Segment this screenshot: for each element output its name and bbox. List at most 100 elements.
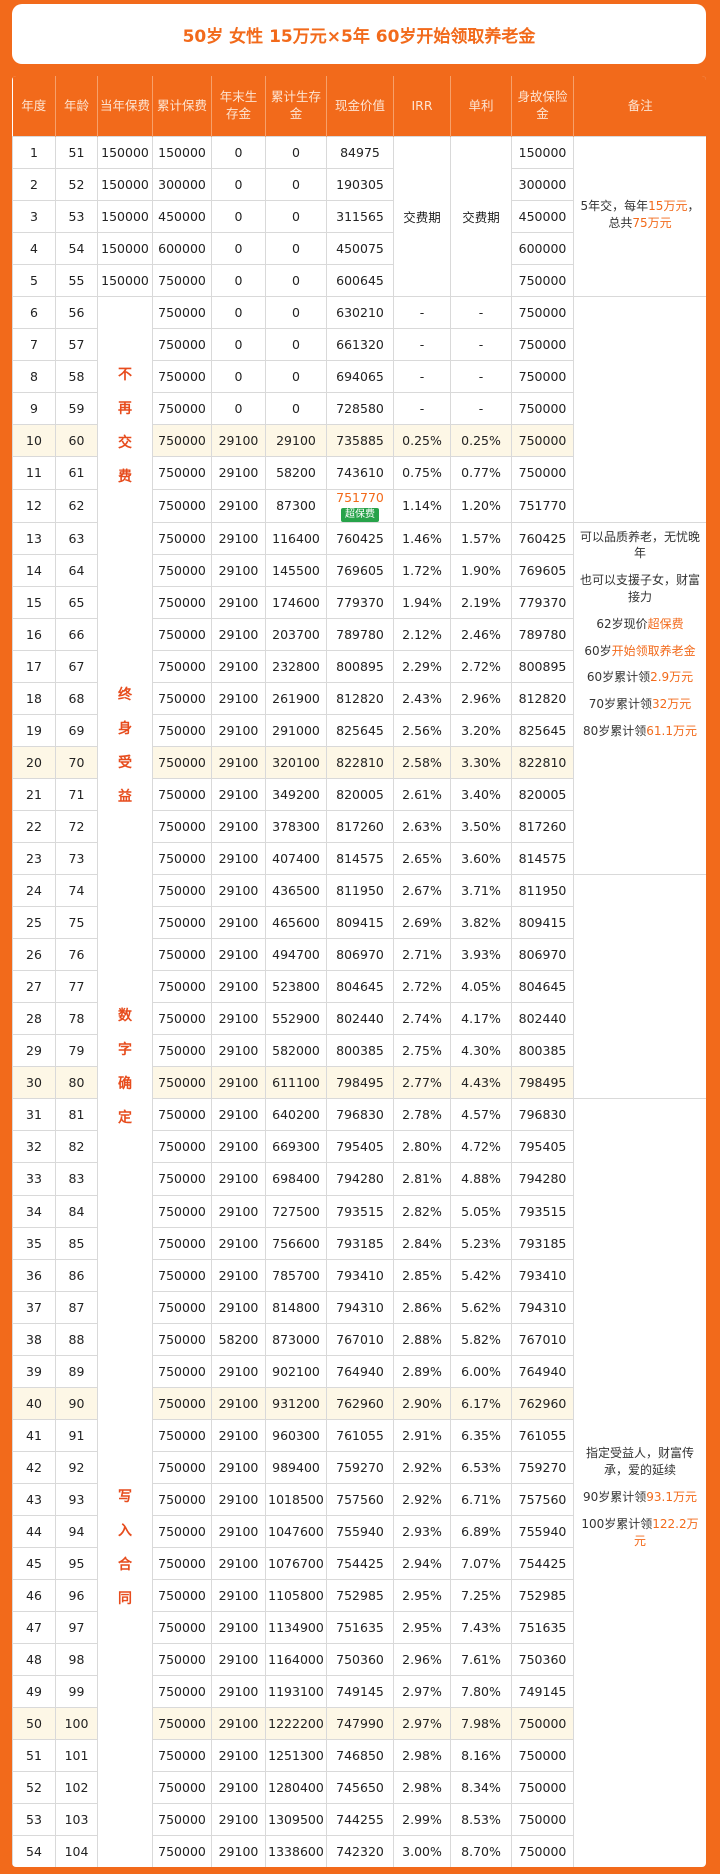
cell-cumulative-benefit: 814800: [265, 1290, 327, 1324]
cell-year: 5: [12, 264, 56, 298]
cell-death-benefit: 750000: [511, 456, 574, 490]
note-highlight: 2.9万元: [650, 670, 694, 685]
cell-cumulative-benefit: 1222200: [265, 1707, 327, 1741]
cell-simple-rate: 4.88%: [450, 1162, 512, 1196]
cell-age: 92: [55, 1450, 98, 1484]
cell-cash-value: 661320: [326, 328, 394, 362]
cell-year-end-benefit: 29100: [211, 1771, 266, 1805]
cell-simple-rate: 3.71%: [450, 874, 512, 908]
cell-year: 42: [12, 1450, 56, 1484]
note-text: 也可以支援子女，财富接力: [580, 573, 701, 604]
header-death-benefit: 身故保险金: [511, 76, 574, 137]
cell-age: 66: [55, 617, 98, 651]
cell-cash-value: 450075: [326, 232, 394, 266]
cell-cumulative-benefit: 0: [265, 296, 327, 330]
cell-death-benefit: 759270: [511, 1450, 574, 1484]
cell-age: 104: [55, 1835, 98, 1867]
header-simple-rate: 单利: [450, 76, 512, 137]
cell-year-end-benefit: 29100: [211, 1258, 266, 1292]
table-row: 43 93 750000 29100 1018500 757560 2.92% 6.71% 75…: [12, 1482, 707, 1516]
cell-year: 39: [12, 1354, 56, 1388]
cell-year: 27: [12, 970, 56, 1004]
table-row: 9 59 750000 0 0 728580- -750000: [12, 392, 707, 426]
table-row: 47 97 750000 29100 1134900 751635 2.95% 7.43% 75…: [12, 1611, 707, 1645]
cell-cash-value: 761055: [326, 1418, 394, 1452]
cell-year-end-benefit: 29100: [211, 906, 266, 940]
cell-year: 11: [12, 456, 56, 490]
cell-year: 45: [12, 1547, 56, 1581]
cell-cash-value: 742320: [326, 1835, 394, 1867]
cell-cumulative-benefit: 0: [265, 392, 327, 426]
cell-year: 8: [12, 360, 56, 394]
side-label-text: 写入合同: [118, 1488, 132, 1607]
cell-total-premium: 750000: [152, 296, 212, 330]
benefit-table-container: 年度 年龄 当年保费 累计保费 年末生存金 累计生存金 现金价值 IRR 单利 …: [12, 76, 706, 1867]
cell-death-benefit: 793410: [511, 1258, 574, 1292]
cell-year-end-benefit: 29100: [211, 1803, 266, 1837]
cell-cash-value: 735885: [326, 424, 394, 458]
cell-cash-value: 762960: [326, 1386, 394, 1420]
cell-age: 89: [55, 1354, 98, 1388]
cell-year-end-benefit: 0: [211, 328, 266, 362]
cell-age: 81: [55, 1098, 98, 1132]
cell-simple-rate: 8.16%: [450, 1739, 512, 1773]
cell-cash-value: 798495: [326, 1066, 394, 1100]
cell-age: 70: [55, 745, 98, 779]
cell-year-end-benefit: 29100: [211, 1450, 266, 1484]
cell-irr: 2.56%: [393, 713, 451, 747]
cell-irr: 2.95%: [393, 1611, 451, 1645]
cell-total-premium: 750000: [152, 1130, 212, 1164]
cell-irr: 1.72%: [393, 553, 451, 587]
cell-irr: 2.97%: [393, 1707, 451, 1741]
cell-year-end-benefit: 29100: [211, 488, 266, 523]
cell-cash-value: 804645: [326, 970, 394, 1004]
notes-payment: 5年交，每年15万元，总共75万元: [573, 135, 706, 298]
note-highlight: 开始领取养老金: [611, 643, 696, 658]
cell-year: 54: [12, 1835, 56, 1867]
cell-year: 40: [12, 1386, 56, 1420]
cell-cash-value: 794280: [326, 1162, 394, 1196]
cell-year-end-benefit: 29100: [211, 1290, 266, 1324]
cell-annual-premium: 150000: [97, 168, 153, 202]
cell-death-benefit: 751770: [511, 488, 574, 523]
cell-year-end-benefit: 29100: [211, 681, 266, 715]
note-text: 80岁累计领: [582, 723, 647, 738]
table-row: 36 86 750000 29100 785700 793410 2.85% 5.42% 793…: [12, 1258, 707, 1292]
side-label-written-in-contract: 写入合同: [97, 1195, 153, 1867]
cell-cash-value: 802440: [326, 1002, 394, 1036]
cell-death-benefit: 760425: [511, 521, 574, 555]
cell-irr: 2.72%: [393, 970, 451, 1004]
cell-year: 13: [12, 521, 56, 555]
header-cash-value: 现金价值: [326, 76, 394, 137]
cell-year-end-benefit: 29100: [211, 585, 266, 619]
note-text: 100岁累计领: [581, 1516, 653, 1531]
cell-age: 82: [55, 1130, 98, 1164]
cell-death-benefit: 750000: [511, 1739, 574, 1773]
cell-death-benefit: 761055: [511, 1418, 574, 1452]
cell-year-end-benefit: 29100: [211, 1226, 266, 1260]
cell-age: 76: [55, 938, 98, 972]
cell-death-benefit: 767010: [511, 1322, 574, 1356]
cell-cash-value: 800385: [326, 1034, 394, 1068]
cell-year: 6: [12, 296, 56, 330]
cell-total-premium: 750000: [152, 1675, 212, 1709]
cell-total-premium: 150000: [152, 135, 212, 170]
note-n10: 90岁累计领93.1万元: [580, 1489, 700, 1506]
cell-cumulative-benefit: 145500: [265, 553, 327, 587]
cell-year: 34: [12, 1194, 56, 1228]
cell-year-end-benefit: 29100: [211, 617, 266, 651]
cell-age: 54: [55, 232, 98, 266]
cell-cumulative-benefit: 902100: [265, 1354, 327, 1388]
cell-year: 25: [12, 906, 56, 940]
cell-death-benefit: 794280: [511, 1162, 574, 1196]
cell-age: 79: [55, 1034, 98, 1068]
cell-cash-value: 743610: [326, 456, 394, 490]
note-n9: 指定受益人，财富传承，爱的延续: [580, 1445, 700, 1479]
cell-year-end-benefit: 29100: [211, 1130, 266, 1164]
cell-year: 50: [12, 1707, 56, 1741]
cell-cumulative-benefit: 116400: [265, 521, 327, 555]
cell-cumulative-benefit: 989400: [265, 1450, 327, 1484]
table-row: 53 103 750000 29100 1309500 744255 2.99% 8.53% 7…: [12, 1803, 707, 1837]
header-age: 年龄: [55, 76, 98, 137]
cell-cumulative-benefit: 261900: [265, 681, 327, 715]
